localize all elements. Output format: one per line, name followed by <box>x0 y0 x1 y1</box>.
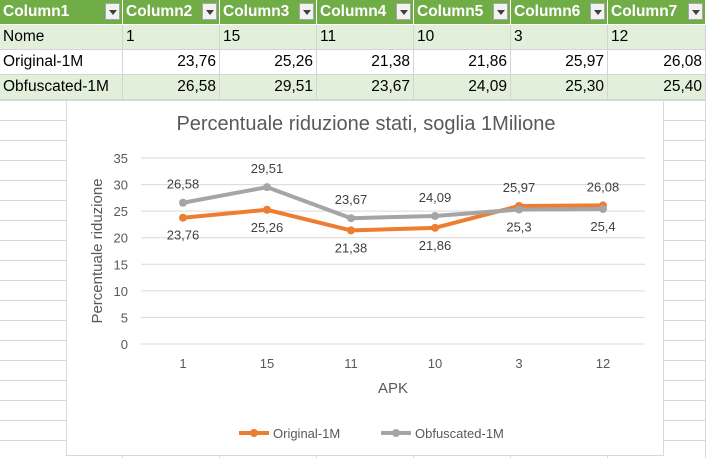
data-point <box>347 214 355 223</box>
y-tick-label: 20 <box>114 231 128 246</box>
data-point <box>179 213 187 222</box>
table-cell[interactable]: 25,40 <box>608 75 706 100</box>
line-chart[interactable]: Percentuale riduzione stati, soglia 1Mil… <box>66 100 664 456</box>
data-label: 23,76 <box>167 228 200 243</box>
header-cell[interactable]: Column6 <box>511 0 608 25</box>
table-cell[interactable]: 24,09 <box>414 75 511 100</box>
data-point <box>599 205 607 214</box>
filter-dropdown-icon[interactable] <box>590 3 605 20</box>
data-label: 25,26 <box>251 220 284 235</box>
filter-dropdown-icon[interactable] <box>688 3 703 20</box>
table-cell[interactable]: 29,51 <box>220 75 317 100</box>
data-point <box>431 223 439 232</box>
header-cell[interactable]: Column4 <box>317 0 414 25</box>
table-cell[interactable]: 1 <box>123 25 220 50</box>
table-cell[interactable]: 3 <box>511 25 608 50</box>
chart-plot-svg: 0 5 10 15 20 25 30 35 1 15 11 10 3 12 APK Percentuale r… <box>89 151 645 441</box>
filter-dropdown-icon[interactable] <box>105 3 120 20</box>
y-tick-label: 25 <box>114 204 128 219</box>
x-tick-label: 11 <box>344 356 358 371</box>
table-cell[interactable]: Obfuscated-1M <box>0 75 123 100</box>
x-tick-label: 1 <box>179 356 186 371</box>
table-cell[interactable]: 10 <box>414 25 511 50</box>
header-cell[interactable]: Column5 <box>414 0 511 25</box>
table-cell[interactable]: 21,86 <box>414 50 511 75</box>
series-line <box>181 185 605 221</box>
data-label: 29,51 <box>251 161 284 176</box>
data-label: 21,38 <box>335 240 368 255</box>
data-point <box>263 205 271 214</box>
table-row: Nome 1 15 11 10 3 12 <box>0 25 706 50</box>
y-axis-title: Percentuale riduzione <box>89 178 106 323</box>
data-point <box>263 183 271 192</box>
table-cell[interactable]: 23,76 <box>123 50 220 75</box>
legend-marker <box>392 429 400 437</box>
x-axis-title: APK <box>378 380 408 397</box>
table-cell[interactable]: 21,38 <box>317 50 414 75</box>
data-point <box>431 211 439 220</box>
y-tick-label: 5 <box>121 310 128 325</box>
header-cell[interactable]: Column2 <box>123 0 220 25</box>
filter-dropdown-icon[interactable] <box>202 3 217 20</box>
data-point <box>347 226 355 235</box>
header-cell[interactable]: Column7 <box>608 0 706 25</box>
data-label: 23,67 <box>335 192 368 207</box>
table-cell[interactable]: 25,30 <box>511 75 608 100</box>
data-point <box>179 198 187 207</box>
data-point <box>515 205 523 214</box>
y-tick-label: 15 <box>114 257 128 272</box>
data-label: 24,09 <box>419 190 452 205</box>
table-cell[interactable]: 25,26 <box>220 50 317 75</box>
table-cell[interactable]: 23,67 <box>317 75 414 100</box>
data-label: 26,58 <box>167 177 200 192</box>
y-tick-label: 35 <box>114 151 128 166</box>
filter-dropdown-icon[interactable] <box>299 3 314 20</box>
table-cell[interactable]: Nome <box>0 25 123 50</box>
legend-marker <box>250 429 258 437</box>
data-label: 25,3 <box>506 220 531 235</box>
table-cell[interactable]: 11 <box>317 25 414 50</box>
table-row: Original-1M 23,76 25,26 21,38 21,86 25,9… <box>0 50 706 75</box>
x-tick-label: 15 <box>260 356 274 371</box>
table-row: Obfuscated-1M 26,58 29,51 23,67 24,09 25… <box>0 75 706 100</box>
x-tick-label: 3 <box>515 356 522 371</box>
data-label: 21,86 <box>419 238 452 253</box>
y-tick-label: 10 <box>114 284 128 299</box>
table-cell[interactable]: 26,08 <box>608 50 706 75</box>
filter-dropdown-icon[interactable] <box>396 3 411 20</box>
filter-dropdown-icon[interactable] <box>493 3 508 20</box>
y-tick-label: 0 <box>121 337 128 352</box>
x-tick-label: 12 <box>596 356 610 371</box>
legend-label: Obfuscated-1M <box>415 426 504 441</box>
data-label: 25,4 <box>590 219 615 234</box>
series-line <box>181 203 605 233</box>
x-tick-label: 10 <box>428 356 442 371</box>
y-tick-label: 30 <box>114 178 128 193</box>
header-cell[interactable]: Column1 <box>0 0 123 25</box>
table-cell[interactable]: 26,58 <box>123 75 220 100</box>
header-cell[interactable]: Column3 <box>220 0 317 25</box>
table-cell[interactable]: Original-1M <box>0 50 123 75</box>
data-label: 26,08 <box>587 179 620 194</box>
chart-title: Percentuale riduzione stati, soglia 1Mil… <box>176 113 556 135</box>
legend-label: Original-1M <box>273 426 340 441</box>
table-header-row: Column1 Column2 Column3 Column4 Column5 … <box>0 0 706 25</box>
table-cell[interactable]: 25,97 <box>511 50 608 75</box>
table-cell[interactable]: 12 <box>608 25 706 50</box>
table-cell[interactable]: 15 <box>220 25 317 50</box>
data-label: 25,97 <box>503 180 536 195</box>
